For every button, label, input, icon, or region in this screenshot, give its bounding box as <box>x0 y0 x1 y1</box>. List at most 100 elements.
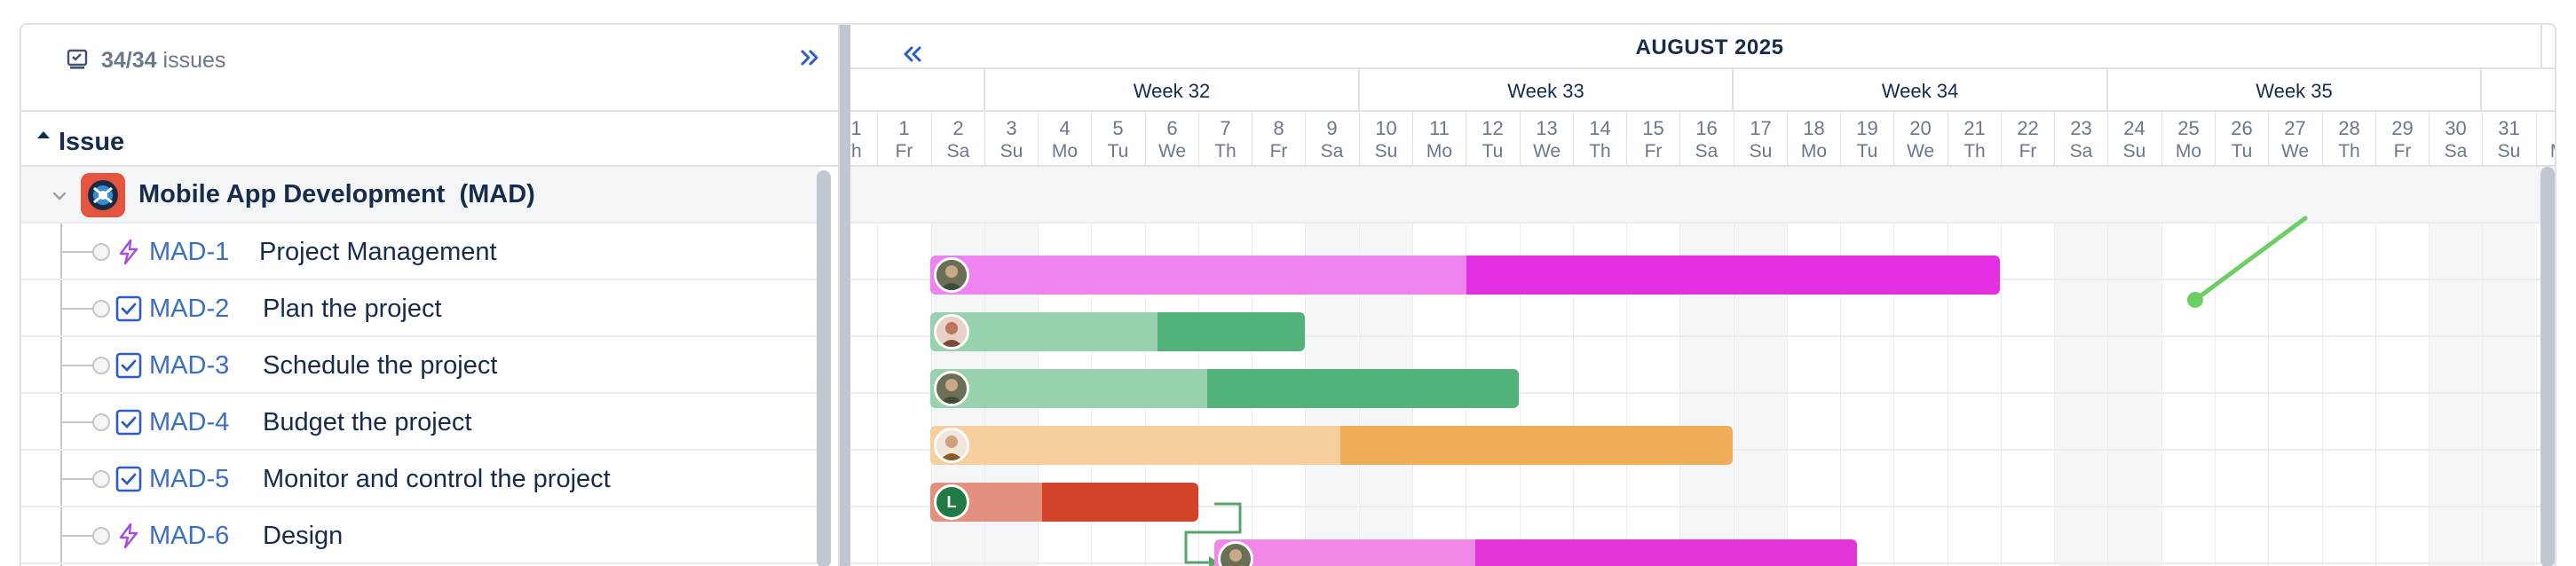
day-of-week: Th <box>2338 141 2360 161</box>
day-of-week: Fr <box>1644 141 1663 161</box>
day-of-week: Su <box>2497 141 2521 161</box>
bar-remaining-portion <box>1340 426 1733 465</box>
timeline-scrollbar[interactable] <box>2540 167 2555 566</box>
group-row-project[interactable]: Mobile App Development (MAD) <box>21 167 820 224</box>
day-cell: 4 Mo <box>1038 112 1091 167</box>
day-of-week: Mo <box>2175 141 2202 161</box>
grid-day-column <box>1787 167 1840 566</box>
grid-day-column <box>2482 167 2535 566</box>
chevron-down-icon[interactable] <box>51 188 67 204</box>
grid-day-column <box>1573 167 1626 566</box>
grid-day-column <box>2054 167 2107 566</box>
issue-summary[interactable]: Monitor and control the project <box>263 465 611 493</box>
assignee-avatar[interactable] <box>934 314 969 350</box>
panel-resize-handle[interactable] <box>840 25 850 566</box>
issue-row[interactable]: MAD-4 Budget the project <box>21 394 820 451</box>
gantt-bar-mad-5[interactable] <box>930 483 1198 522</box>
gantt-bar-mad-1[interactable] <box>930 255 2000 295</box>
day-number: 19 <box>1856 117 1878 139</box>
collapse-left-icon[interactable] <box>897 39 927 69</box>
issue-key-link[interactable]: MAD-6 <box>149 522 230 550</box>
expand-right-icon[interactable] <box>795 43 826 73</box>
day-cell: 17 Su <box>1734 112 1787 167</box>
day-number: 24 <box>2123 117 2145 139</box>
grid-day-column <box>1091 167 1144 566</box>
grid-day-column <box>2322 167 2375 566</box>
day-cell: 31Th <box>850 112 877 167</box>
issue-row[interactable]: MAD-2 Plan the project <box>21 280 820 337</box>
day-number: 22 <box>2017 117 2039 139</box>
assignee-avatar[interactable] <box>1218 541 1253 566</box>
day-number: 9 <box>1326 117 1338 139</box>
gantt-bar-mad-4[interactable] <box>930 426 1733 465</box>
day-cell: 13 We <box>1520 112 1573 167</box>
issue-column-header[interactable] <box>21 112 838 167</box>
day-number: 3 <box>1006 117 1017 139</box>
issue-list-panel: 34/34 issues Issue <box>21 25 840 566</box>
day-cell: 30 Sa <box>2429 112 2482 167</box>
issue-key-link[interactable]: MAD-4 <box>149 408 230 436</box>
gantt-bar-mad-2[interactable] <box>930 312 1305 351</box>
assignee-avatar[interactable] <box>934 428 969 463</box>
tree-branch <box>60 535 94 537</box>
week-cell <box>2480 69 2555 112</box>
day-cell: 11 Mo <box>1412 112 1466 167</box>
day-number: 16 <box>1695 117 1718 139</box>
grid-day-column <box>1412 167 1466 566</box>
day-number: 5 <box>1112 117 1124 139</box>
tree-node-dot <box>92 527 110 545</box>
issue-key-link[interactable]: MAD-3 <box>149 351 230 380</box>
issue-summary[interactable]: Schedule the project <box>263 351 498 380</box>
day-number: 1 <box>898 117 910 139</box>
day-number: 6 <box>1166 117 1178 139</box>
day-number: 17 <box>1750 117 1772 139</box>
row-divider <box>850 392 2555 394</box>
bar-remaining-portion <box>1207 369 1519 408</box>
issue-row[interactable]: MAD-6 Design <box>21 507 820 564</box>
gantt-bar-mad-3[interactable] <box>930 369 1519 408</box>
epic-lightning-icon <box>119 239 138 265</box>
day-number: 1 <box>2537 117 2555 140</box>
day-number: 21 <box>1964 117 1986 139</box>
gantt-bar-mad-6[interactable] <box>1214 539 1857 566</box>
day-of-week: We <box>1906 141 1935 161</box>
issue-summary[interactable]: Budget the project <box>263 408 472 436</box>
assignee-avatar[interactable] <box>934 257 969 293</box>
day-cell: 9 Sa <box>1305 112 1358 167</box>
day-number: 30 <box>2445 117 2467 139</box>
tree-branch <box>60 421 94 423</box>
day-cell: 31 Su <box>2482 112 2535 167</box>
issue-row[interactable]: MAD-3 Schedule the project <box>21 337 820 394</box>
day-cell: 24 Su <box>2107 112 2161 167</box>
day-of-week: Mo <box>1426 141 1453 161</box>
issue-list-scrollbar[interactable] <box>817 170 831 566</box>
day-number: 28 <box>2338 117 2360 139</box>
day-cell: 20 We <box>1893 112 1947 167</box>
day-of-week: Su <box>1374 141 1398 161</box>
issue-column-title[interactable]: Issue <box>59 128 125 156</box>
assignee-avatar[interactable] <box>934 371 969 406</box>
issue-key-link[interactable]: MAD-2 <box>149 295 230 323</box>
bar-remaining-portion <box>1466 255 2000 295</box>
tree-connector <box>60 224 62 566</box>
day-number: 15 <box>1642 117 1664 139</box>
bar-done-portion <box>930 426 1340 465</box>
issue-key-link[interactable]: MAD-5 <box>149 465 230 493</box>
day-of-week: We <box>2280 141 2310 161</box>
issue-summary[interactable]: Plan the project <box>263 295 442 323</box>
sort-ascending-icon[interactable] <box>37 131 50 138</box>
day-cell: 1 Fr <box>877 112 930 167</box>
dependency-connector[interactable] <box>1184 502 1242 564</box>
issue-row[interactable]: MAD-5 Monitor and control the project <box>21 451 820 507</box>
day-cell: 21 Th <box>1948 112 2001 167</box>
grid-day-column <box>2215 167 2268 566</box>
assignee-avatar[interactable]: L <box>934 484 969 520</box>
issue-summary[interactable]: Project Management <box>259 238 497 266</box>
day-of-week: Su <box>1000 141 1023 161</box>
grid-day-column <box>2161 167 2215 566</box>
day-cell: 27 We <box>2268 112 2321 167</box>
issue-summary[interactable]: Design <box>263 522 344 550</box>
issue-key-link[interactable]: MAD-1 <box>149 238 230 266</box>
issue-row[interactable]: MAD-1 Project Management <box>21 224 820 280</box>
issues-count-icon <box>67 49 88 69</box>
